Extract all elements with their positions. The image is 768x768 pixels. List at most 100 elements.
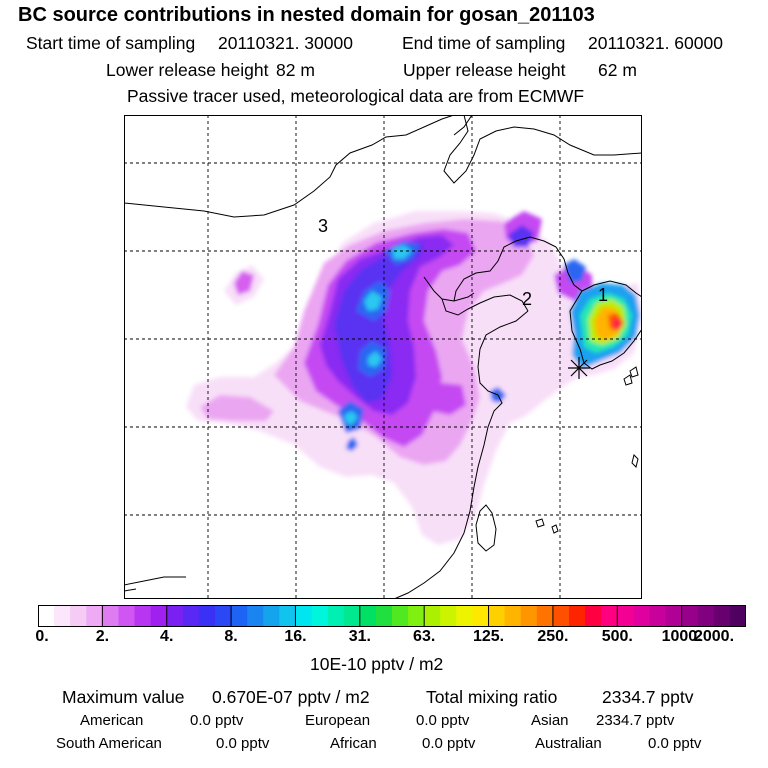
start-time-label: Start time of sampling [26,33,196,53]
max-value: 0.670E-07 pptv / m2 [212,687,370,707]
colorbar-dividers [101,605,683,627]
colorbar-cell [231,605,248,627]
island-outline [629,366,639,378]
island-outline [551,524,559,534]
colorbar-tick-label: 250. [537,628,569,645]
island-outline [631,454,639,468]
asian-label: Asian [531,712,569,729]
source-label-1: 1 [598,285,608,305]
korea-north-coast [581,280,642,298]
colorbar-tick-label: 125. [472,628,505,645]
grid-lines [124,115,642,599]
upper-height-value: 62 m [598,60,637,80]
colorbar-cell [134,605,152,627]
star-icon [568,357,590,379]
southern-border [124,576,186,586]
bohai-coast [423,276,475,302]
northeast-border [453,115,473,136]
start-time-value: 20110321. 30000 [218,33,353,53]
colorbar-cell [408,605,425,627]
colorbar-cell [38,605,55,627]
colorbar-cell [585,605,602,627]
colorbar-cell [713,605,731,627]
american-value: 0.0 pptv [190,712,244,729]
source-contribution-map: 3 2 1 [124,115,642,599]
colorbar-cell [456,605,473,627]
colorbar-frame [38,605,746,627]
colorbar-cell [681,605,699,627]
african-label: African [330,735,377,752]
asian-value: 2334.7 pptv [596,712,675,729]
colorbar-cell [263,605,280,627]
south-american-label: South American [56,735,162,752]
colorbar-tick-label: 16. [284,628,307,645]
upper-height-label: Upper release height [403,60,566,80]
colorbar-cell [504,605,522,627]
lower-height-label: Lower release height [106,60,269,80]
colorbar-tick-label: 0. [35,628,49,645]
colorbar-cell [665,605,683,627]
colorbar-tick-label: 2000. [693,628,735,645]
northern-border [124,115,455,218]
colorbar-cell [729,605,746,627]
colorbar-cell [150,605,168,627]
plume-layer [186,211,642,545]
map-frame [124,115,642,599]
colorbar [38,605,746,627]
end-time-label: End time of sampling [402,33,566,53]
colorbar-cell [633,605,650,627]
shandong-coast-north [441,294,529,316]
colorbar-cell [359,605,377,627]
colorbar-cell [86,605,103,627]
colorbar-cell [552,605,570,627]
colorbar-cell [215,605,232,627]
colorbar-cell [279,605,296,627]
colorbar-cell [327,605,345,627]
colorbar-cell [70,605,87,627]
colorbar-tick-label: 8. [224,628,238,645]
colorbar-cell [375,605,393,627]
australian-label: Australian [535,735,602,752]
colorbar-cell [182,605,200,627]
european-value: 0.0 pptv [416,712,470,729]
australian-value: 0.0 pptv [648,735,702,752]
source-label-3: 3 [318,216,328,236]
american-label: American [80,712,144,729]
colorbar-cell [424,605,441,627]
colorbar-tick-label: 31. [348,628,371,645]
max-value-label: Maximum value [62,687,185,707]
colorbar-cell [569,605,586,627]
china-east-coast [393,310,529,599]
source-label-2: 2 [522,289,532,309]
end-time-value: 20110321. 60000 [588,33,723,53]
tracer-note: Passive tracer used, meteorological data… [127,86,585,106]
korean-peninsula-coast [569,290,642,370]
colorbar-cell [166,605,184,627]
colorbar-cell [649,605,667,627]
colorbar-tick-label: 2. [95,628,110,645]
colorbar-cell [697,605,715,627]
colorbar-cell [247,605,264,627]
island-outline [535,518,545,528]
colorbar-tick-label: 63. [413,628,436,645]
liaodong-coast [453,236,557,302]
european-label: European [305,712,371,729]
colorbar-cell [102,605,119,627]
colorbar-tick-label: 500. [601,628,633,645]
colorbar-cell [472,605,490,627]
figure-title: BC source contributions in nested domain… [18,4,595,26]
colorbar-cells [38,605,746,627]
colorbar-tick-label: 4. [160,628,174,645]
total-mixing-value: 2334.7 pptv [602,687,694,707]
korea-border [555,246,583,292]
lower-height-value: 82 m [276,60,315,80]
colorbar-cell [118,605,136,627]
total-mixing-label: Total mixing ratio [426,687,558,707]
colorbar-cell [440,605,457,627]
colorbar-cell [488,605,506,627]
colorbar-cell [392,605,409,627]
colorbar-cell [520,605,538,627]
african-value: 0.0 pptv [422,735,476,752]
colorbar-cell [601,605,618,627]
colorbar-unit: 10E-10 pptv / m2 [310,654,444,674]
